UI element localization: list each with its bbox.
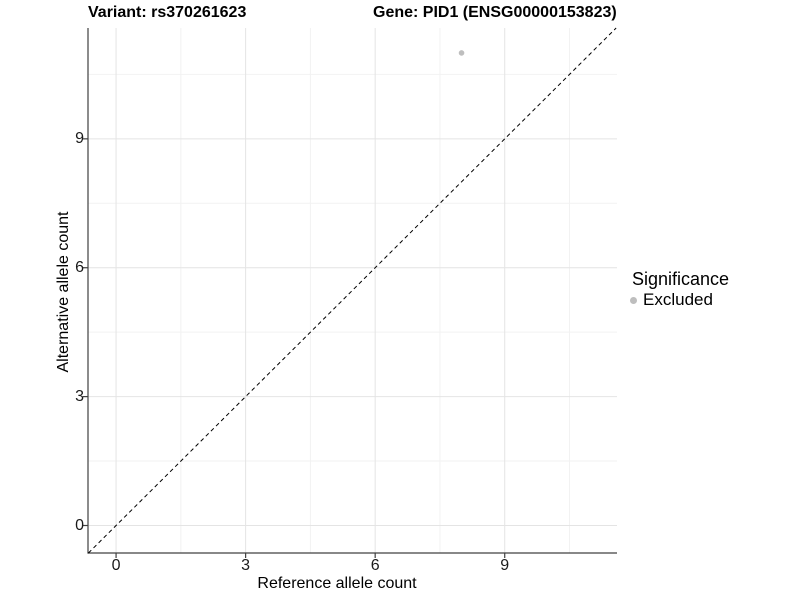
x-tick-label: 3	[241, 557, 251, 574]
x-tick-label: 0	[111, 557, 121, 574]
y-tick-label: 3	[75, 387, 84, 405]
plot-title-variant: Variant: rs370261623	[88, 4, 247, 21]
legend-title: Significance	[632, 269, 730, 289]
legend-item-label: Excluded	[643, 290, 713, 309]
x-tick-label: 6	[370, 557, 380, 574]
y-axis-label: Alternative allele count	[55, 211, 72, 373]
y-tick-label: 0	[75, 516, 84, 534]
legend-item-excluded: Excluded	[630, 290, 729, 310]
y-tick-label: 9	[75, 129, 84, 147]
legend: Significance Excluded	[630, 268, 729, 310]
plot-title-gene: Gene: PID1 (ENSG00000153823)	[373, 4, 617, 21]
x-tick-label: 9	[500, 557, 510, 574]
y-tick-label: 6	[75, 258, 84, 276]
identity-reference-line	[88, 27, 617, 554]
data-point	[458, 50, 465, 56]
x-axis-label: Reference allele count	[257, 575, 417, 592]
legend-key-dot-icon	[630, 296, 637, 304]
